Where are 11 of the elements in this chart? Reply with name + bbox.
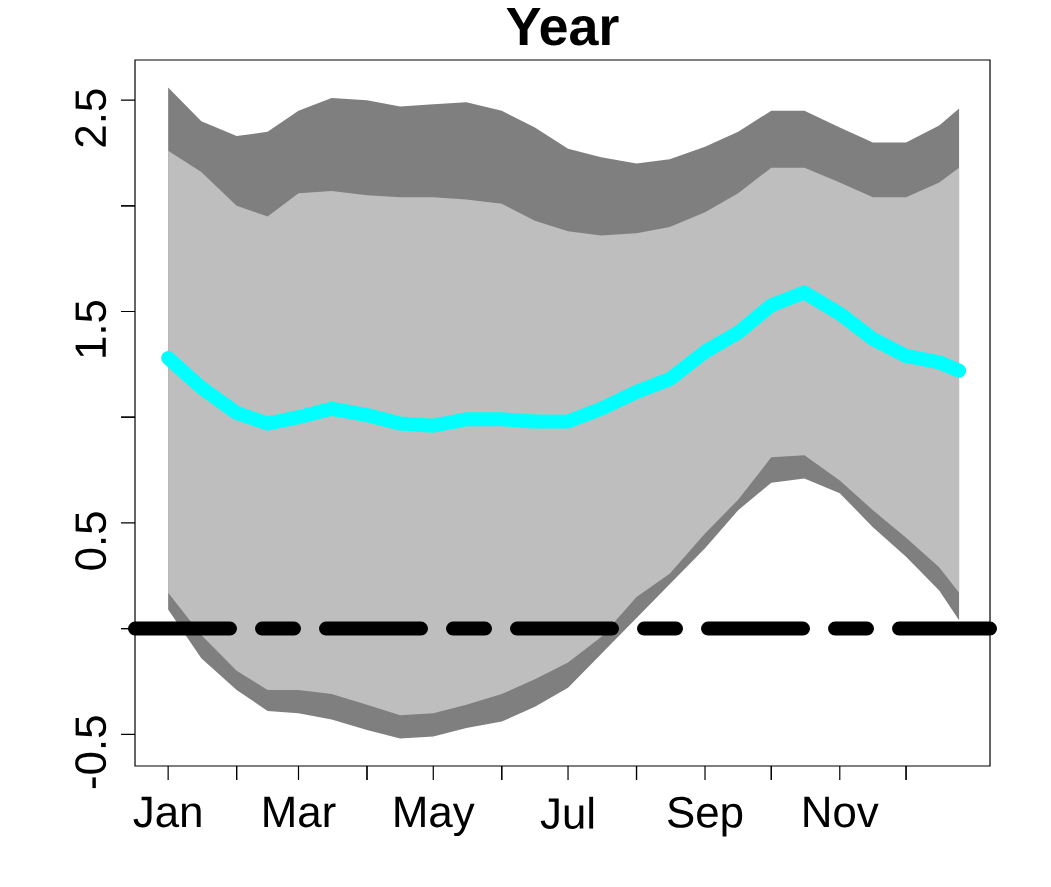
x-tick-label: Nov bbox=[804, 796, 879, 828]
x-tick-label: May bbox=[395, 796, 475, 837]
x-tick-label: Jan bbox=[133, 796, 201, 828]
x-tick-label: Sep bbox=[668, 796, 743, 837]
x-tick-label: Mar bbox=[264, 796, 336, 828]
x-tick-label: Jul bbox=[540, 796, 594, 829]
chart-title: Year bbox=[506, 7, 619, 46]
y-tick-label: -0.5 bbox=[75, 716, 107, 789]
y-tick-label: 0.5 bbox=[75, 512, 107, 570]
y-tick-label: 2.5 bbox=[75, 89, 107, 147]
y-tick-label: 1.5 bbox=[75, 300, 107, 357]
